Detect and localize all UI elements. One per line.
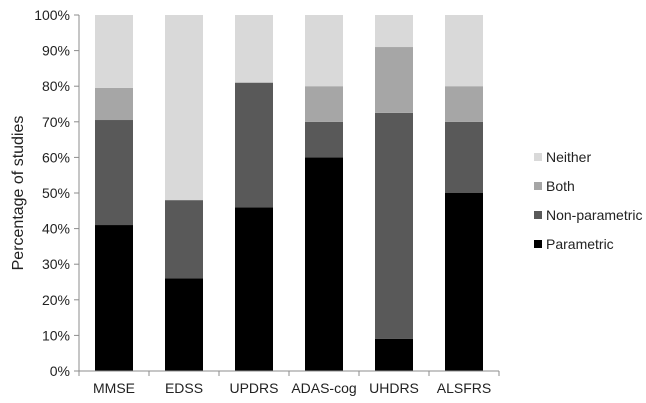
- bar-segment-both-uhdrs: [375, 47, 413, 113]
- y-axis-title: Percentage of studies: [10, 116, 27, 271]
- x-tick-label: MMSE: [93, 380, 135, 396]
- y-tick-label: 40%: [42, 221, 70, 237]
- legend-label-neither: Neither: [546, 149, 591, 165]
- legend-swatch-non-parametric: [534, 211, 542, 219]
- y-tick-label: 50%: [42, 185, 70, 201]
- legend: Neither Both Non-parametric Parametric: [534, 149, 642, 252]
- y-tick-label: 20%: [42, 292, 70, 308]
- y-tick-label: 100%: [34, 7, 70, 23]
- bar-segment-neither-adas-cog: [305, 15, 343, 87]
- y-tick-label: 80%: [42, 78, 70, 94]
- legend-swatch-neither: [534, 153, 542, 161]
- bar-segment-both-alsfrs: [445, 86, 483, 122]
- plot-area: [95, 15, 483, 371]
- legend-label-parametric: Parametric: [546, 236, 614, 252]
- bar-segment-parametric-alsfrs: [445, 193, 483, 371]
- legend-swatch-parametric: [534, 240, 542, 248]
- bar-segment-neither-updrs: [235, 15, 273, 83]
- bar-segment-neither-uhdrs: [375, 15, 413, 48]
- x-tick-label: EDSS: [165, 380, 203, 396]
- legend-swatch-both: [534, 182, 542, 190]
- legend-label-non-parametric: Non-parametric: [546, 207, 642, 223]
- x-tick-label: UPDRS: [229, 380, 278, 396]
- bar-segment-non-parametric-edss: [165, 200, 203, 279]
- bar-segment-neither-edss: [165, 15, 203, 201]
- x-tick-label: UHDRS: [369, 380, 419, 396]
- y-tick-label: 0%: [50, 363, 70, 379]
- bar-segment-non-parametric-adas-cog: [305, 121, 343, 158]
- bar-segment-non-parametric-uhdrs: [375, 112, 413, 339]
- legend-label-both: Both: [546, 178, 575, 194]
- bar-segment-both-adas-cog: [305, 86, 343, 122]
- y-tick-label: 70%: [42, 114, 70, 130]
- bar-segment-neither-mmse: [95, 15, 133, 88]
- y-tick-label: 30%: [42, 256, 70, 272]
- bar-segment-both-mmse: [95, 87, 133, 121]
- bar-segment-non-parametric-updrs: [235, 82, 273, 208]
- x-tick-label: ADAS-cog: [291, 380, 356, 396]
- bar-segment-parametric-edss: [165, 278, 203, 371]
- y-tick-label: 10%: [42, 327, 70, 343]
- y-tick-label: 90%: [42, 43, 70, 59]
- y-tick-label: 60%: [42, 149, 70, 165]
- bar-segment-parametric-mmse: [95, 225, 133, 371]
- x-tick-label: ALSFRS: [437, 380, 491, 396]
- bar-segment-parametric-adas-cog: [305, 157, 343, 371]
- bar-segment-neither-alsfrs: [445, 15, 483, 87]
- bar-segment-non-parametric-alsfrs: [445, 121, 483, 193]
- bar-segment-parametric-uhdrs: [375, 338, 413, 371]
- bar-segment-parametric-updrs: [235, 207, 273, 371]
- bar-segment-non-parametric-mmse: [95, 120, 133, 226]
- axes: MMSE EDSS UPDRS ADAS-cog UHDRS ALSFRS 0% 10% 20%…: [10, 7, 500, 396]
